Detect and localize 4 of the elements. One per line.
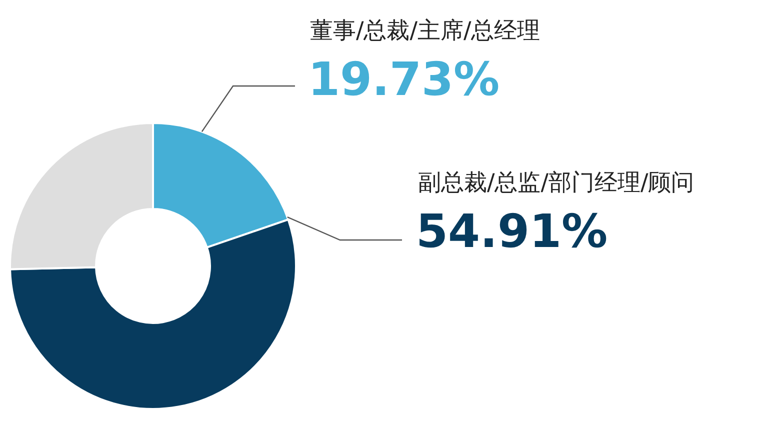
slice-label: 副总裁/总监/部门经理/顾问 <box>418 170 694 196</box>
slice-label: 董事/总裁/主席/总经理 <box>310 18 540 44</box>
data-label: 19.73% <box>308 52 500 106</box>
data-label: 54.91% <box>416 204 608 258</box>
